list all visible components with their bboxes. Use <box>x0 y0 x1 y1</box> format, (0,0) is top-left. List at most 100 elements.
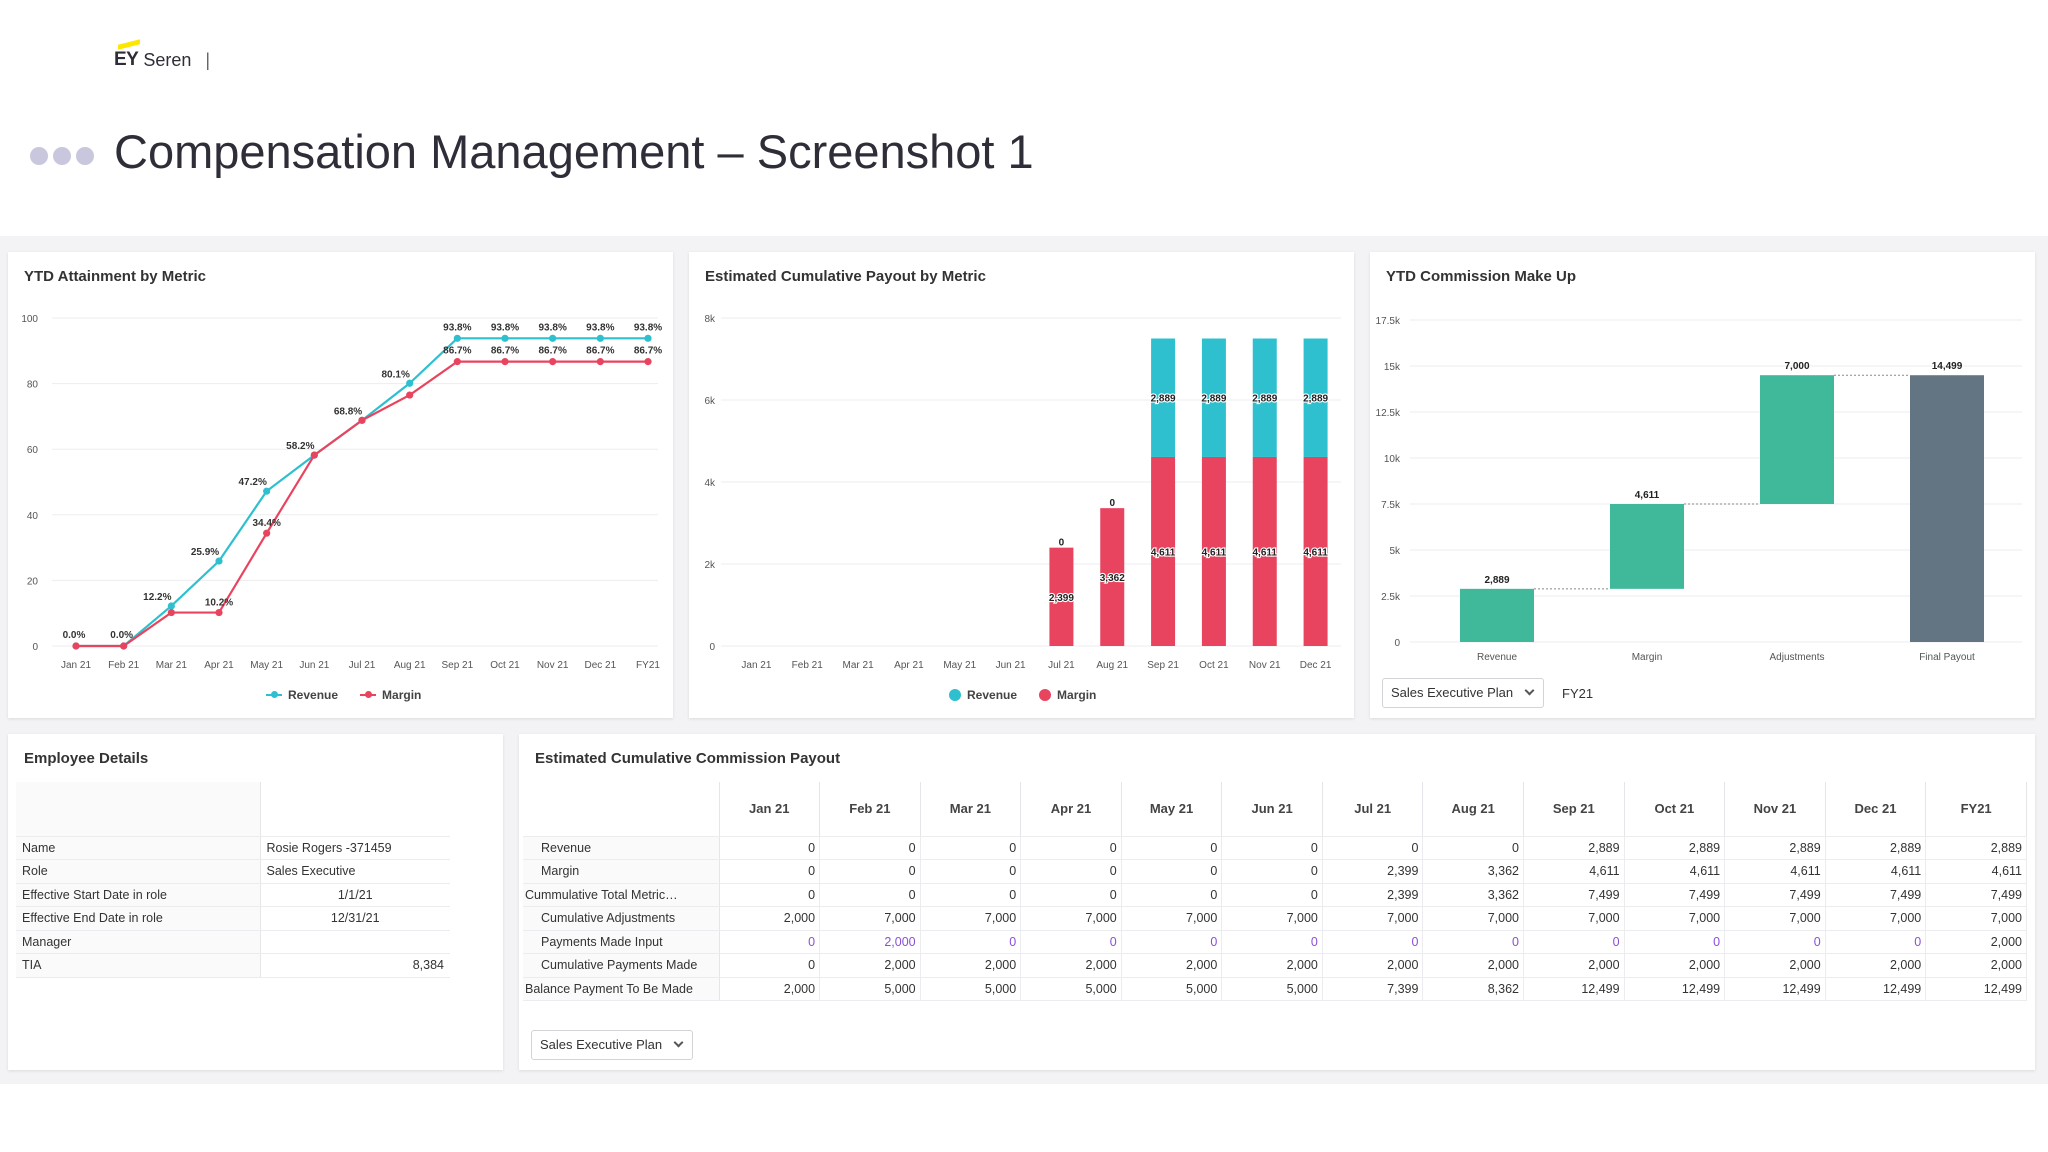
bar-margin[interactable] <box>1049 547 1074 646</box>
bar-revenue[interactable] <box>1252 338 1277 457</box>
column-header[interactable]: Jul 21 <box>1322 782 1424 837</box>
table-cell: 0 <box>1221 859 1323 884</box>
column-header[interactable]: Dec 21 <box>1825 782 1927 837</box>
data-label: 4,611 <box>1635 490 1660 501</box>
input-cell[interactable]: 0 <box>1825 930 1927 954</box>
data-point-margin[interactable] <box>120 642 128 650</box>
bar-revenue[interactable] <box>1303 338 1328 457</box>
column-header[interactable]: Aug 21 <box>1422 782 1524 837</box>
legend-revenue[interactable]: Revenue <box>266 688 338 702</box>
data-point-margin[interactable] <box>72 642 80 650</box>
input-cell[interactable]: 0 <box>1624 930 1726 954</box>
table-cell: 7,499 <box>1925 883 2027 907</box>
waterfall-bar[interactable] <box>1760 375 1834 504</box>
column-header[interactable]: Sep 21 <box>1523 782 1625 837</box>
field-value: 1/1/21 <box>260 883 450 907</box>
bar-margin[interactable] <box>1201 456 1226 646</box>
decorative-dots-icon <box>30 147 94 165</box>
legend-revenue[interactable]: Revenue <box>949 688 1017 702</box>
input-cell[interactable]: 0 <box>719 930 821 954</box>
data-point-margin[interactable] <box>406 391 414 399</box>
data-point-margin[interactable] <box>644 358 652 366</box>
data-point-revenue[interactable] <box>549 334 557 342</box>
column-header[interactable]: Feb 21 <box>819 782 921 837</box>
data-point-margin[interactable] <box>549 358 557 366</box>
input-cell[interactable]: 0 <box>1322 930 1424 954</box>
column-header[interactable]: Jan 21 <box>719 782 821 837</box>
input-cell[interactable]: 0 <box>1121 930 1223 954</box>
column-header[interactable]: Nov 21 <box>1724 782 1826 837</box>
legend-margin[interactable]: Margin <box>1039 688 1096 702</box>
table-cell: 2,399 <box>1322 883 1424 907</box>
data-label-revenue: 0 <box>1059 538 1065 549</box>
employee-card: Employee Details Name Rosie Rogers -37145… <box>8 734 503 1070</box>
column-header[interactable]: Apr 21 <box>1020 782 1122 837</box>
bar-margin[interactable] <box>1252 456 1277 646</box>
input-cell[interactable]: 0 <box>1422 930 1524 954</box>
bar-margin[interactable] <box>1100 508 1125 646</box>
data-label-revenue: 93.8% <box>586 322 614 333</box>
bar-revenue[interactable] <box>1151 338 1176 457</box>
data-point-revenue[interactable] <box>644 334 652 342</box>
data-point-margin[interactable] <box>358 416 366 424</box>
data-point-revenue[interactable] <box>406 379 414 387</box>
legend-margin[interactable]: Margin <box>360 688 421 702</box>
plan-select[interactable]: Sales Executive Plan <box>531 1030 694 1060</box>
x-tick-label: Feb 21 <box>792 660 824 671</box>
data-point-revenue[interactable] <box>501 334 509 342</box>
waterfall-bar[interactable] <box>1460 588 1534 642</box>
data-point-margin[interactable] <box>453 358 461 366</box>
table-cell: 3,362 <box>1422 883 1524 907</box>
bar-margin[interactable] <box>1303 456 1328 646</box>
data-point-margin[interactable] <box>167 608 175 617</box>
input-cell[interactable]: 0 <box>1724 930 1826 954</box>
data-label-margin: 86.7% <box>586 346 614 357</box>
employee-header-row <box>16 782 450 837</box>
payout-legend: Revenue Margin <box>949 688 1096 702</box>
field-label: Name <box>16 836 261 860</box>
field-label: Role <box>16 859 261 884</box>
column-header[interactable]: May 21 <box>1121 782 1223 837</box>
data-point-margin[interactable] <box>501 358 509 366</box>
x-tick-label: Mar 21 <box>156 660 188 671</box>
data-label-revenue: 93.8% <box>634 322 662 333</box>
data-point-margin[interactable] <box>596 358 604 366</box>
table-cell: 2,889 <box>1724 836 1826 860</box>
waterfall-bar[interactable] <box>1910 375 1984 642</box>
data-point-revenue[interactable] <box>263 487 271 495</box>
x-tick-label: Mar 21 <box>843 660 875 671</box>
waterfall-bar[interactable] <box>1610 504 1684 589</box>
column-header[interactable]: Mar 21 <box>920 782 1022 837</box>
table-cell: 0 <box>1020 836 1122 860</box>
x-tick-label: Nov 21 <box>537 660 569 671</box>
data-point-revenue[interactable] <box>453 334 461 342</box>
table-cell: 2,000 <box>1925 953 2027 978</box>
input-cell[interactable]: 0 <box>1523 930 1625 954</box>
data-point-revenue[interactable] <box>215 557 223 565</box>
input-cell[interactable]: 0 <box>1020 930 1122 954</box>
bar-revenue[interactable] <box>1201 338 1226 457</box>
field-value: Sales Executive <box>260 859 450 884</box>
input-cell[interactable]: 0 <box>1221 930 1323 954</box>
column-header[interactable]: Jun 21 <box>1221 782 1323 837</box>
data-point-margin[interactable] <box>310 451 318 459</box>
column-header[interactable]: FY21 <box>1925 782 2027 837</box>
data-point-revenue[interactable] <box>596 334 604 342</box>
x-tick-label: May 21 <box>943 660 976 671</box>
x-tick-label: Margin <box>1632 652 1663 663</box>
data-point-revenue[interactable] <box>167 602 175 610</box>
input-cell[interactable]: 0 <box>920 930 1022 954</box>
logo-product-name: Seren <box>143 49 192 70</box>
data-label-revenue: 0.0% <box>110 630 133 641</box>
commission-header-row: Jan 21 Feb 21 Mar 21 Apr 21 May 21 Jun 21 Jul … <box>523 782 2027 837</box>
input-cell[interactable]: 2,000 <box>819 930 921 954</box>
table-cell: 0 <box>719 883 821 907</box>
data-point-margin[interactable] <box>215 608 223 617</box>
data-label-revenue: 25.9% <box>191 547 219 558</box>
column-header[interactable]: Oct 21 <box>1624 782 1726 837</box>
bar-margin[interactable] <box>1151 456 1176 646</box>
plan-select[interactable]: Sales Executive Plan <box>1382 678 1545 708</box>
data-label-margin: 86.7% <box>443 346 471 357</box>
data-point-margin[interactable] <box>263 529 271 537</box>
table-row: TIA 8,384 <box>16 953 450 978</box>
